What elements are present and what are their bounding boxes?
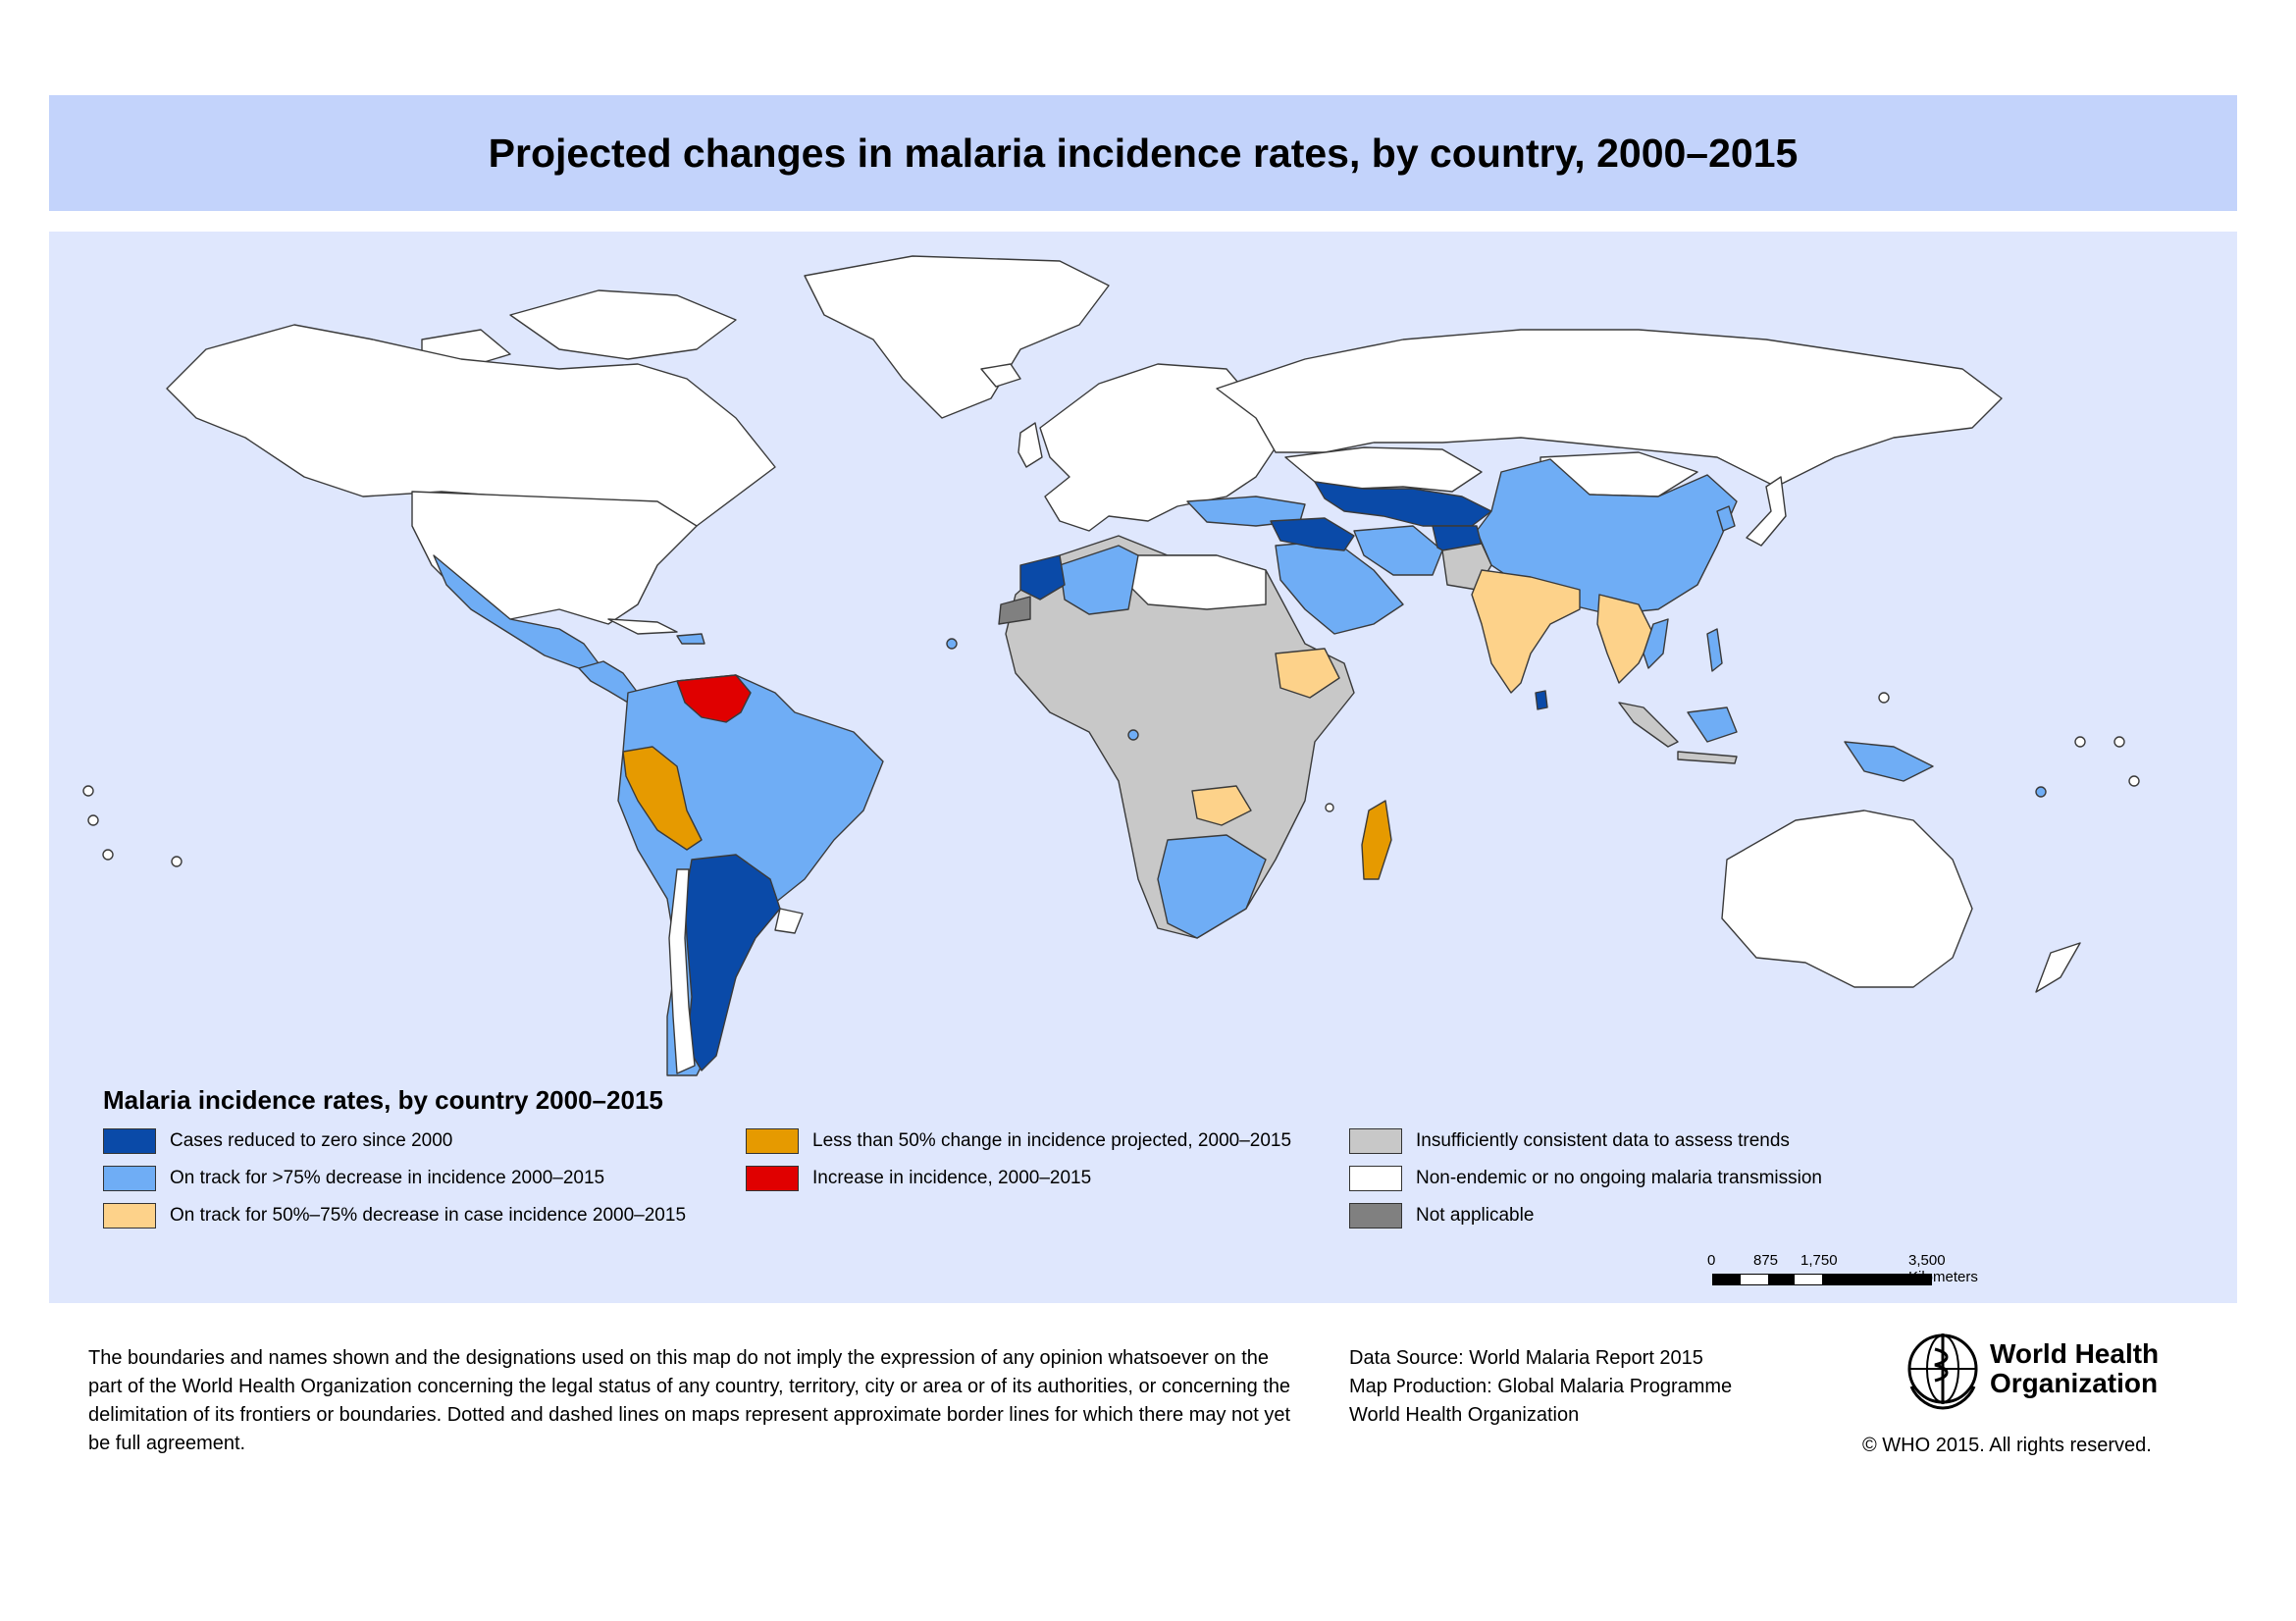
- ethiopia: [1275, 648, 1340, 699]
- india: [1471, 569, 1581, 694]
- vanuatu: [2035, 786, 2047, 798]
- algeria: [1059, 545, 1139, 615]
- who-name-line1: World Health: [1990, 1338, 2160, 1369]
- map-production: Map Production: Global Malaria Programme: [1349, 1376, 1733, 1397]
- scale-label-0: 0: [1707, 1252, 1716, 1269]
- legend-swatch: [746, 1166, 799, 1191]
- pacific-island-1: [82, 785, 94, 797]
- cape-verde: [946, 638, 958, 650]
- pacific-island-6: [2113, 736, 2125, 748]
- legend-item-insufficient-data: Insufficiently consistent data to assess…: [1349, 1128, 1790, 1154]
- legend-item-not-applicable: Not applicable: [1349, 1203, 1534, 1229]
- solomon-islands: [1878, 692, 1890, 704]
- scale-label-1750: 1,750: [1800, 1252, 1838, 1269]
- legend-title: Malaria incidence rates, by country 2000…: [103, 1085, 663, 1115]
- data-source: Data Source: World Malaria Report 2015: [1349, 1347, 1703, 1369]
- japan: [1746, 476, 1787, 547]
- morocco: [1019, 554, 1066, 601]
- vietnam: [1643, 618, 1669, 669]
- russia: [1216, 329, 2003, 488]
- who-emblem-icon: [1907, 1333, 1978, 1410]
- legend-label: Not applicable: [1416, 1205, 1535, 1226]
- uk: [1018, 422, 1043, 468]
- legend-label: On track for >75% decrease in incidence …: [170, 1168, 605, 1188]
- who-name: World Health Organization: [1990, 1339, 2159, 1398]
- title-band: Projected changes in malaria incidence r…: [49, 95, 2237, 211]
- peru: [622, 746, 703, 851]
- australia: [1721, 810, 1973, 988]
- iraq-syria: [1270, 517, 1355, 551]
- sao-tome: [1127, 729, 1139, 741]
- zambia: [1191, 785, 1252, 826]
- venezuela: [676, 674, 752, 723]
- comoros: [1325, 803, 1334, 812]
- legend-item-on-track-75: On track for >75% decrease in incidence …: [103, 1166, 604, 1191]
- western-sahara: [998, 596, 1031, 625]
- java: [1677, 751, 1738, 764]
- legend-item-less-than-50: Less than 50% change in incidence projec…: [746, 1128, 1291, 1154]
- arctic-islands: [509, 289, 737, 360]
- legend-swatch: [103, 1128, 156, 1154]
- pacific-island-5: [2074, 736, 2086, 748]
- legend-item-increase: Increase in incidence, 2000–2015: [746, 1166, 1091, 1191]
- greenland: [804, 255, 1110, 419]
- sources: Data Source: World Malaria Report 2015 M…: [1349, 1344, 1761, 1430]
- organization-name: World Health Organization: [1349, 1404, 1580, 1426]
- pacific-island-7: [2128, 775, 2140, 787]
- korea: [1716, 505, 1736, 532]
- legend-label: Cases reduced to zero since 2000: [170, 1130, 453, 1151]
- legend-swatch: [1349, 1166, 1402, 1191]
- pacific-island-2: [87, 814, 99, 826]
- cuba: [607, 618, 678, 635]
- borneo: [1687, 706, 1738, 743]
- disclaimer: The boundaries and names shown and the d…: [88, 1347, 1291, 1454]
- kazakhstan: [1284, 446, 1483, 493]
- pacific-island-4: [171, 856, 183, 867]
- scale-label-875: 875: [1753, 1252, 1779, 1269]
- iceland: [980, 363, 1021, 388]
- pacific-island-3: [102, 849, 114, 861]
- who-logo: World Health Organization: [1902, 1328, 2159, 1410]
- map-panel: Malaria incidence rates, by country 2000…: [49, 232, 2237, 1303]
- philippines: [1706, 628, 1723, 672]
- usa: [411, 491, 698, 625]
- legend-swatch: [746, 1128, 799, 1154]
- europe: [1039, 363, 1277, 532]
- who-name-line2: Organization: [1990, 1368, 2159, 1398]
- hispaniola: [676, 633, 705, 645]
- southeast-asia: [1596, 594, 1654, 684]
- scale-bars: [1712, 1274, 1932, 1285]
- world-map: [82, 255, 2140, 1076]
- sumatra: [1618, 702, 1679, 748]
- legend-item-zero-cases: Cases reduced to zero since 2000: [103, 1128, 452, 1154]
- new-zealand: [2035, 942, 2081, 993]
- legend-item-non-endemic: Non-endemic or no ongoing malaria transm…: [1349, 1166, 1822, 1191]
- arabia: [1275, 540, 1404, 635]
- legend-swatch: [103, 1166, 156, 1191]
- legend-label: Less than 50% change in incidence projec…: [812, 1130, 1292, 1151]
- uruguay: [774, 908, 804, 934]
- copyright: © WHO 2015. All rights reserved.: [1862, 1435, 2152, 1456]
- legend-label: Insufficiently consistent data to assess…: [1416, 1130, 1790, 1151]
- iran: [1353, 525, 1443, 576]
- legend-label: On track for 50%–75% decrease in case in…: [170, 1205, 687, 1226]
- scale-bar: 0 875 1,750 3,500 Kilometers: [1707, 1252, 1978, 1311]
- legend-label: Non-endemic or no ongoing malaria transm…: [1416, 1168, 1822, 1188]
- southern-africa: [1157, 834, 1267, 939]
- scale-labels: 0 875 1,750 3,500 Kilometers: [1707, 1252, 1978, 1285]
- madagascar: [1361, 800, 1392, 880]
- new-guinea: [1844, 741, 1934, 782]
- north-africa: [1127, 554, 1267, 610]
- legend-item-on-track-50-75: On track for 50%–75% decrease in case in…: [103, 1203, 686, 1229]
- chile: [668, 868, 696, 1074]
- legend-swatch: [103, 1203, 156, 1229]
- map-title: Projected changes in malaria incidence r…: [488, 130, 1799, 176]
- legend-swatch: [1349, 1128, 1402, 1154]
- legend-label: Increase in incidence, 2000–2015: [812, 1168, 1092, 1188]
- sri-lanka: [1535, 690, 1548, 710]
- legend-swatch: [1349, 1203, 1402, 1229]
- argentina: [684, 854, 781, 1072]
- central-asia: [1314, 481, 1492, 527]
